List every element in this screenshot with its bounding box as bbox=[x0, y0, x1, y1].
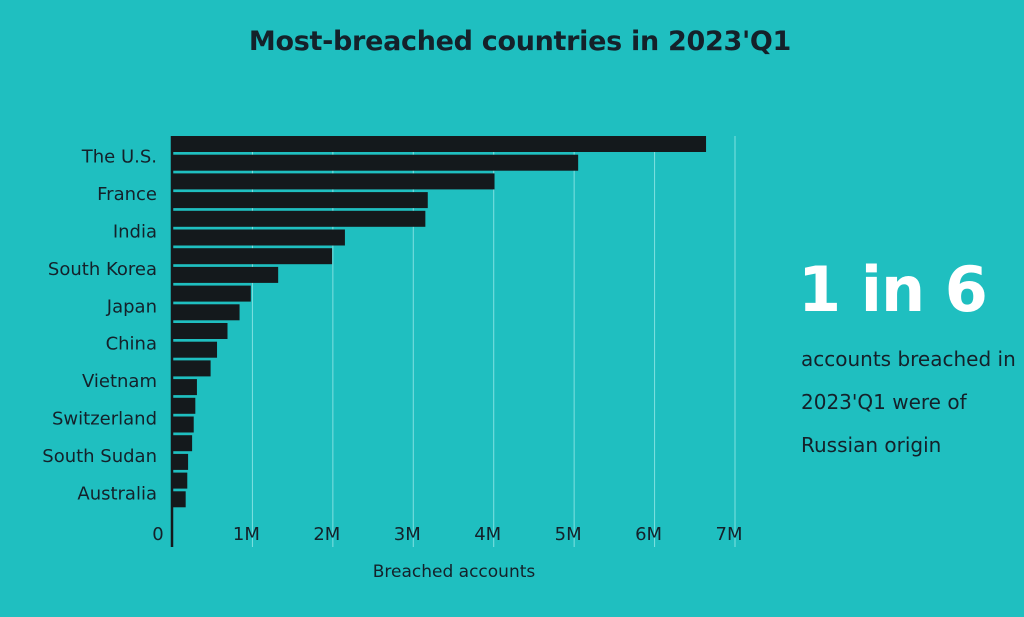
bar bbox=[172, 229, 345, 246]
bar bbox=[172, 360, 211, 377]
bar bbox=[172, 435, 193, 452]
y-tick-label: South Sudan bbox=[42, 446, 157, 467]
y-tick-label: India bbox=[113, 222, 157, 243]
x-tick-label: 7M bbox=[716, 524, 743, 545]
bar bbox=[172, 453, 189, 470]
y-tick-label: South Korea bbox=[48, 259, 157, 280]
y-tick-label: Vietnam bbox=[82, 371, 157, 392]
bar bbox=[172, 341, 218, 358]
bar bbox=[172, 192, 428, 209]
y-tick-label: China bbox=[106, 334, 157, 355]
x-tick-label: 2M bbox=[313, 524, 340, 545]
bar bbox=[172, 472, 188, 489]
callout-caption: accounts breached in 2023'Q1 were of Rus… bbox=[801, 347, 1016, 457]
y-tick-label: The U.S. bbox=[81, 147, 157, 168]
y-tick-label: France bbox=[97, 184, 157, 205]
y-tick-label: Switzerland bbox=[52, 409, 157, 430]
bar bbox=[172, 304, 240, 321]
bar bbox=[172, 210, 426, 227]
x-tick-label: 4M bbox=[474, 524, 501, 545]
y-tick-label: Australia bbox=[77, 483, 157, 504]
callout-stat: 1 in 6 bbox=[798, 253, 988, 326]
chart-title: Most-breached countries in 2023'Q1 bbox=[248, 26, 792, 57]
bar bbox=[172, 136, 707, 152]
bar bbox=[172, 154, 579, 171]
bar bbox=[172, 416, 194, 433]
x-tick-label: 0 bbox=[152, 524, 163, 545]
x-axis-title: Breached accounts bbox=[373, 562, 536, 582]
bar bbox=[172, 173, 495, 190]
bar bbox=[172, 248, 333, 265]
y-tick-label: Japan bbox=[106, 296, 157, 317]
bar bbox=[172, 491, 186, 508]
bar bbox=[172, 379, 197, 396]
x-tick-label: 5M bbox=[555, 524, 582, 545]
x-tick-label: 1M bbox=[233, 524, 260, 545]
x-tick-label: 3M bbox=[394, 524, 421, 545]
bar bbox=[172, 285, 251, 302]
bar bbox=[172, 323, 228, 339]
x-tick-label: 6M bbox=[635, 524, 662, 545]
bar bbox=[172, 397, 196, 414]
bar bbox=[172, 266, 279, 283]
